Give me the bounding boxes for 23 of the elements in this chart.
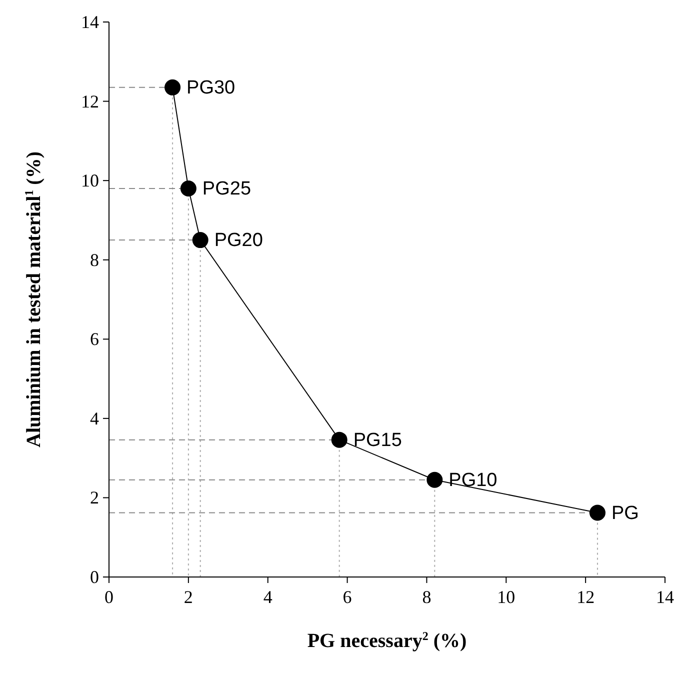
annotation: PG25 [202, 178, 252, 200]
y-tick-label: 0 [90, 567, 99, 587]
x-tick-label: 8 [422, 587, 432, 607]
x-tick-label: 4 [263, 587, 272, 607]
x-tick-label: 6 [342, 587, 352, 607]
y-tick-label: 2 [90, 488, 99, 508]
y-tick-label: 8 [90, 250, 99, 270]
x-tick-label: 0 [104, 587, 114, 607]
annotation: PG30 [186, 77, 236, 98]
annotation: PG20 [214, 230, 263, 252]
annotation: PG15 [353, 430, 402, 451]
x-axis-title: PG necessary$^{2}$ (%) [307, 629, 467, 652]
y-tick-label: 4 [90, 408, 99, 428]
x-tick-label: 12 [576, 587, 595, 607]
x-tick-label: 2 [184, 587, 193, 607]
y-tick-label: 6 [90, 329, 99, 350]
y-tick-label: 12 [81, 91, 99, 112]
annotation: PG [611, 502, 639, 524]
y-tick-label: 14 [81, 12, 99, 32]
annotation: PG10 [448, 470, 498, 491]
y-tick-label: 10 [81, 170, 99, 191]
x-tick-label: 10 [497, 587, 516, 607]
x-tick-label: 14 [656, 587, 674, 607]
